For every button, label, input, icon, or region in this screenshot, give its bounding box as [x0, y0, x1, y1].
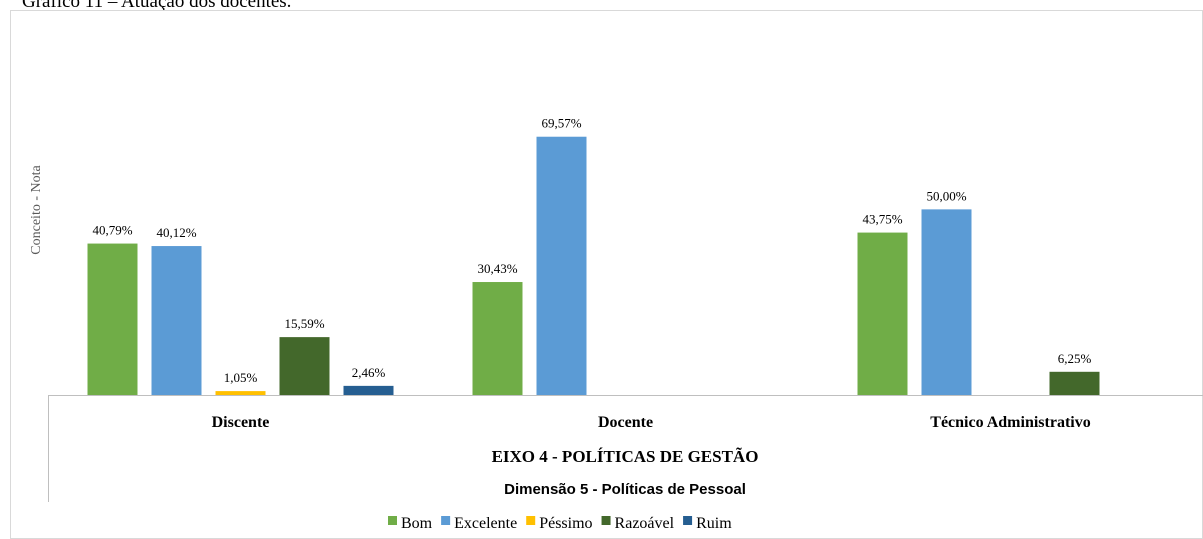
x-tick-label: Docente — [598, 414, 653, 431]
legend-label: Excelente — [454, 515, 517, 532]
bar — [472, 282, 523, 395]
legend-label: Péssimo — [539, 515, 592, 532]
x-tick-label: Discente — [212, 414, 270, 431]
legend-label: Ruim — [696, 515, 732, 532]
legend-label: Razoável — [615, 515, 675, 532]
y-axis-title: Conceito - Nota — [29, 165, 44, 255]
legend-swatch — [683, 516, 693, 525]
bar — [279, 337, 330, 395]
value-label: 43,75% — [862, 212, 902, 227]
bar — [87, 243, 138, 395]
legend-swatch — [526, 516, 536, 525]
caption: Gráfico 11 – Atuação dos docentes. — [22, 0, 291, 12]
x-tick-label: Técnico Administrativo — [930, 414, 1090, 431]
bar — [1049, 371, 1100, 395]
chart-title: EIXO 4 - POLÍTICAS DE GESTÃO — [492, 447, 759, 466]
legend-swatch — [441, 516, 451, 525]
value-label: 30,43% — [477, 261, 517, 276]
bar — [215, 391, 266, 395]
value-label: 69,57% — [541, 116, 581, 131]
bar — [151, 246, 202, 395]
value-label: 40,12% — [156, 225, 196, 240]
legend-label: Bom — [401, 515, 433, 532]
legend-swatch — [601, 516, 611, 525]
value-label: 2,46% — [352, 365, 386, 380]
bar — [921, 209, 972, 395]
bar — [343, 385, 394, 395]
bar — [857, 232, 908, 395]
value-label: 1,05% — [224, 370, 258, 385]
chart-subtitle: Dimensão 5 - Políticas de Pessoal — [504, 481, 746, 498]
legend-swatch — [388, 516, 397, 525]
value-label: 6,25% — [1058, 351, 1092, 366]
value-label: 40,79% — [92, 223, 132, 238]
value-label: 15,59% — [284, 316, 324, 331]
bar — [536, 136, 587, 395]
value-label: 50,00% — [926, 188, 966, 203]
